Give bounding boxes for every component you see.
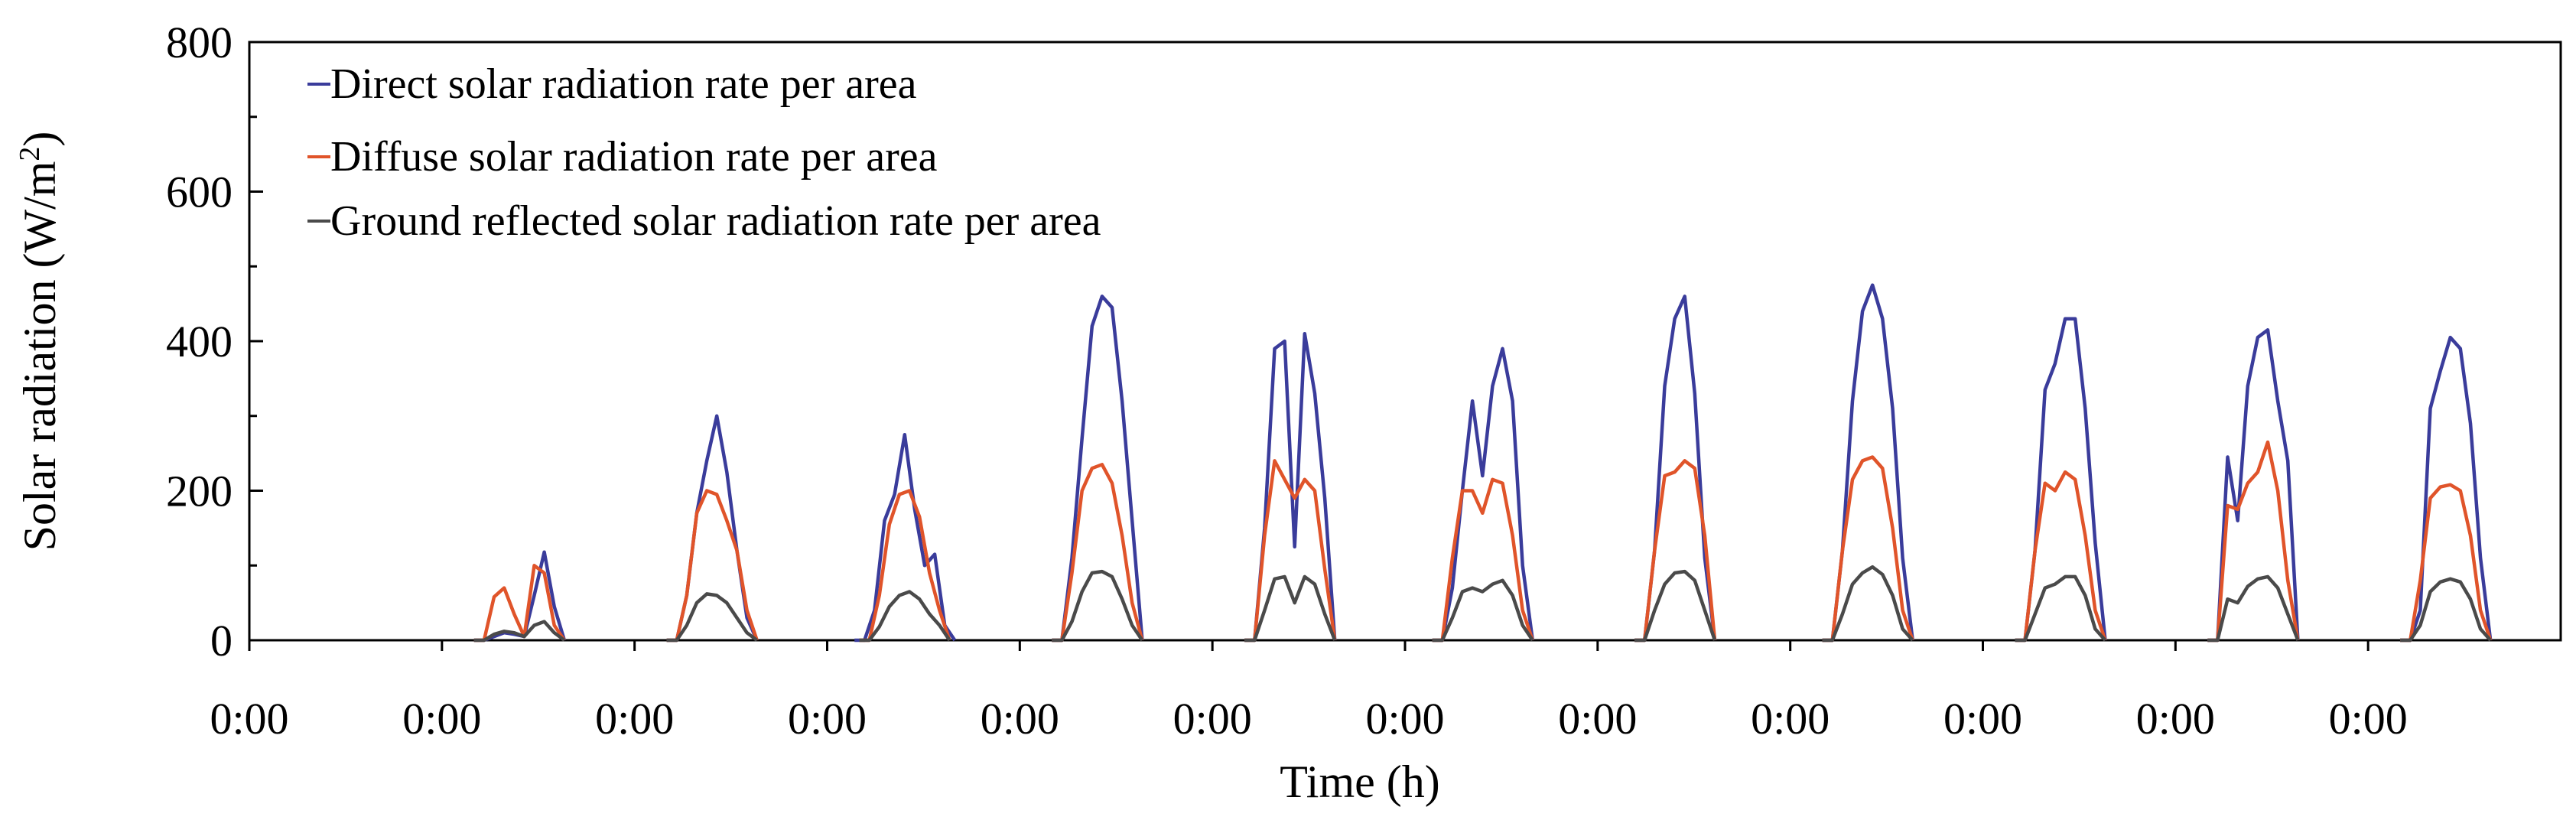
x-tick-label: 0:00 <box>981 694 1059 744</box>
plot-frame <box>248 41 2562 642</box>
series-line-ground-day-10 <box>2207 574 2300 643</box>
series-line-ground-day-1 <box>473 620 566 643</box>
series-line-ground-day-8 <box>1822 565 1914 643</box>
series-line-diffuse-day-9 <box>2015 470 2107 643</box>
y-axis-title: Solar radiation (W/m2) <box>14 132 65 552</box>
y-tick-label: 600 <box>166 168 233 217</box>
series-line-diffuse-day-10 <box>2207 440 2300 643</box>
series-line-diffuse-day-11 <box>2400 483 2493 643</box>
series-line-direct-day-11 <box>2400 335 2493 643</box>
legend: Direct solar radiation rate per area Dif… <box>307 60 1101 245</box>
x-tick-label: 0:00 <box>1558 694 1637 744</box>
y-tick-label: 800 <box>166 18 233 67</box>
series-line-diffuse-day-7 <box>1634 459 1717 643</box>
series-line-ground-day-6 <box>1432 578 1534 643</box>
series-line-diffuse-day-8 <box>1822 455 1914 643</box>
y-axis-title-close: ) <box>15 132 65 147</box>
series-line-diffuse-day-5 <box>1244 459 1337 643</box>
x-tick-label: 0:00 <box>1173 694 1252 744</box>
legend-label-ground: Ground reflected solar radiation rate pe… <box>330 197 1101 245</box>
series-line-ground-day-9 <box>2015 574 2107 643</box>
series-line-direct-day-6 <box>1432 347 1535 643</box>
series-line-direct-day-2 <box>666 414 759 643</box>
series-line-ground-day-3 <box>859 590 951 643</box>
y-axis-title-main: Solar radiation (W/m <box>15 161 65 552</box>
x-tick-label: 0:00 <box>402 694 481 744</box>
series-line-ground-day-2 <box>666 592 759 643</box>
series-line-diffuse-day-4 <box>1052 463 1144 643</box>
series-line-ground-day-11 <box>2400 577 2492 643</box>
series-line-direct-day-7 <box>1634 294 1717 643</box>
x-axis-title: Time (h) <box>1280 757 1439 807</box>
series-lines <box>473 283 2493 643</box>
series-line-diffuse-day-2 <box>666 489 759 643</box>
x-tick-label: 0:00 <box>595 694 674 744</box>
y-axis-ticks: 0 200 400 600 800 <box>166 18 263 665</box>
series-line-ground-day-7 <box>1634 569 1717 643</box>
legend-label-direct: Direct solar radiation rate per area <box>330 60 917 108</box>
y-tick-label: 400 <box>166 317 233 366</box>
series-line-direct-day-3 <box>854 432 957 643</box>
y-axis-title-sup: 2 <box>14 147 46 161</box>
series-line-diffuse-day-6 <box>1432 477 1534 643</box>
x-tick-label: 0:00 <box>1751 694 1830 744</box>
x-axis-ticks: 0:00 0:00 0:00 0:00 0:00 0:00 0:00 0:00 0:00 0:00… <box>210 640 2408 744</box>
series-line-ground-day-4 <box>1052 569 1144 643</box>
y-tick-label: 200 <box>166 467 233 516</box>
x-tick-label: 0:00 <box>1365 694 1444 744</box>
series-line-ground-day-5 <box>1244 574 1337 643</box>
x-tick-label: 0:00 <box>2329 694 2408 744</box>
series-line-direct-day-10 <box>2207 328 2300 643</box>
x-tick-label: 0:00 <box>210 694 288 744</box>
series-line-diffuse-day-3 <box>859 489 951 643</box>
x-tick-label: 0:00 <box>2136 694 2215 744</box>
x-tick-label: 0:00 <box>788 694 867 744</box>
x-tick-label: 0:00 <box>1943 694 2022 744</box>
y-tick-label: 0 <box>210 616 233 665</box>
legend-label-diffuse: Diffuse solar radiation rate per area <box>330 133 938 181</box>
series-line-diffuse-day-1 <box>473 564 566 643</box>
